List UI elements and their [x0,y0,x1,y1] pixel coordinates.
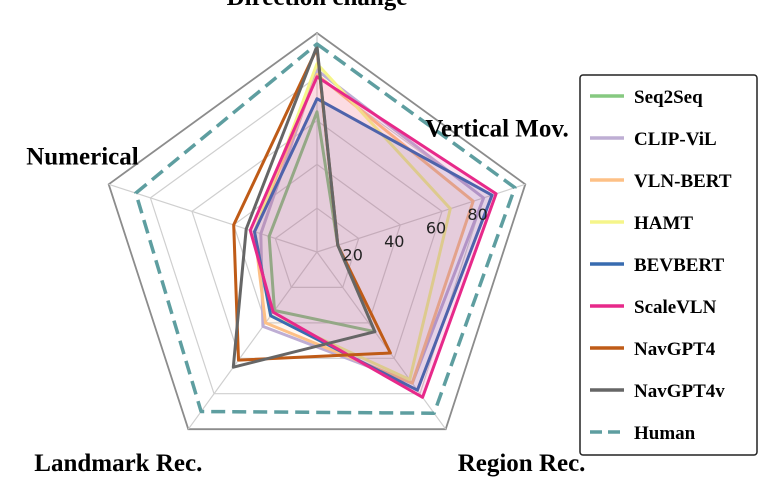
radial-ticks: 20 40 60 80 [343,205,488,265]
spoke-2 [316,251,447,430]
axis-label-numerical: Numerical [26,143,139,170]
series-line-navgpt4v [231,44,377,369]
series-navgpt4v [231,44,377,369]
legend-label-clip-vil: CLIP-ViL [634,129,717,150]
radar-series [134,42,517,415]
legend-label-vln-bert: VLN-BERT [634,171,732,192]
grid-ring-60 [191,119,443,359]
spoke-3 [187,251,318,430]
series-human [134,42,517,415]
legend-label-hamt: HAMT [634,213,693,234]
spoke-4 [108,183,318,253]
legend: Seq2Seq CLIP-ViL VLN-BERT HAMT BEVBERT ScaleV… [579,74,758,456]
tick-label-60: 60 [426,218,446,237]
legend-label-navgpt4v: NavGPT4v [634,381,725,402]
tick-label-80: 80 [467,205,487,224]
legend-frame [579,74,758,456]
legend-label-navgpt4: NavGPT4 [634,339,716,360]
axis-label-vertical-mov-: Vertical Mov. [425,115,568,142]
legend-label-seq2seq: Seq2Seq [634,87,703,108]
grid-ring-40 [232,163,402,324]
legend-label-bevbert: BEVBERT [634,255,724,276]
axis-label-region-rec-: Region Rec. [458,450,586,477]
axis-label-landmark-rec-: Landmark Rec. [34,450,202,477]
tick-label-40: 40 [384,232,404,251]
series-line-hamt [253,62,452,382]
axis-label-direction-change: Direction change [227,0,408,11]
axis-labels: Direction change Vertical Mov. Region Rec.… [26,0,585,477]
tick-label-20: 20 [343,246,363,265]
legend-label-human: Human [634,423,696,444]
grid-ring-20 [274,207,360,288]
outer-frame [107,31,527,431]
legend-label-scalevln: ScaleVLN [634,297,717,318]
series-line-human [134,42,517,415]
